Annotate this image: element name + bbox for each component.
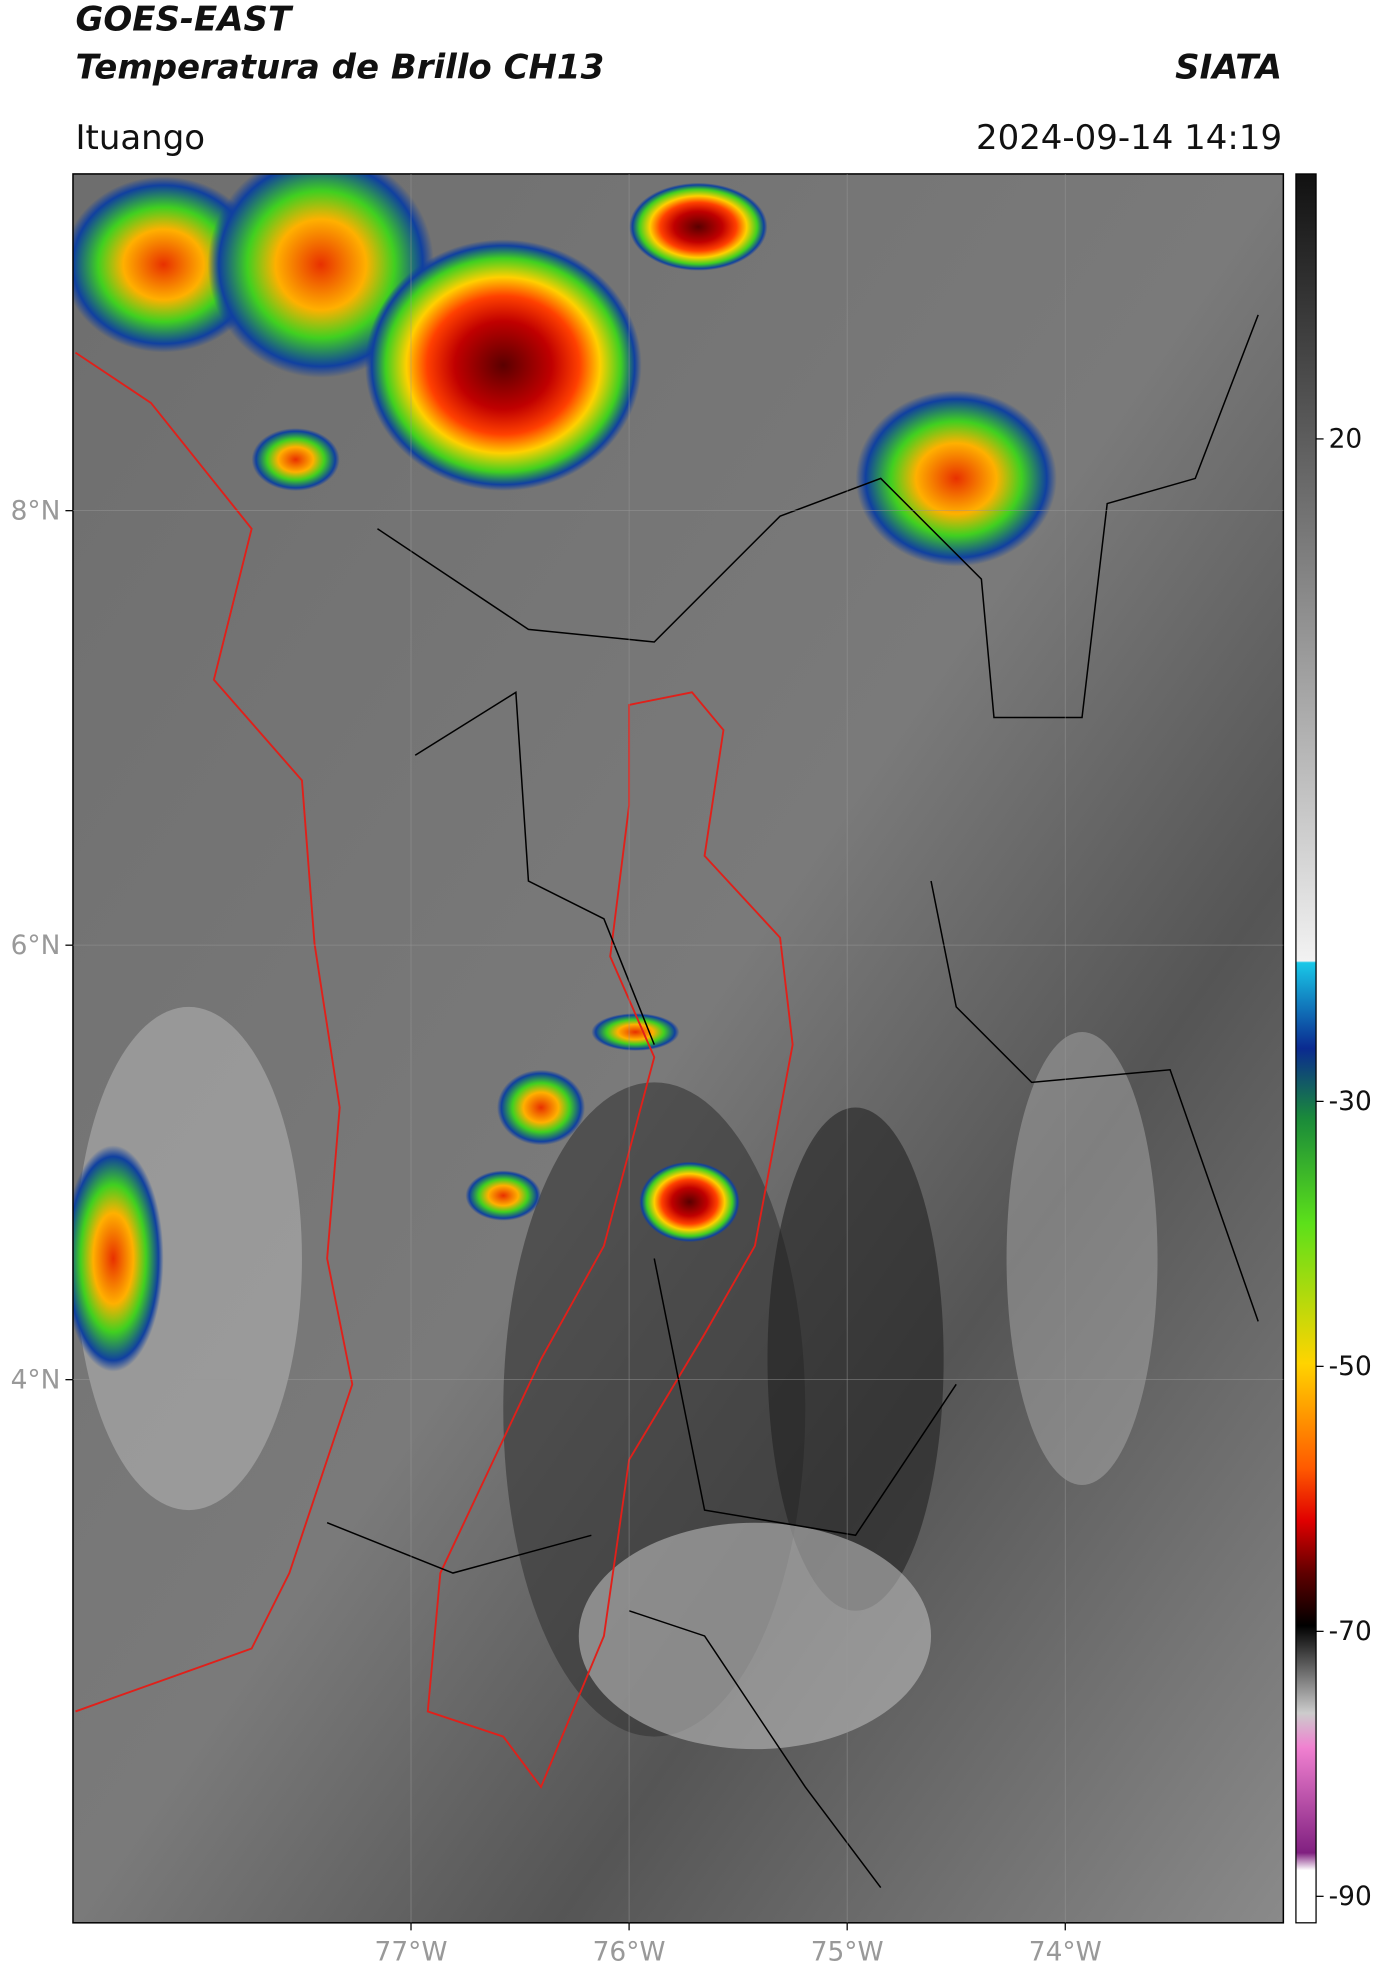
- x-tick-label: 74°W: [1029, 1937, 1102, 1968]
- title: Temperatura de Brillo CH13: [75, 47, 604, 87]
- location: Ituango: [75, 118, 205, 158]
- x-tick-label: 76°W: [593, 1937, 666, 1968]
- colorbar-label: -50: [1329, 1351, 1372, 1382]
- colorbar: [1295, 173, 1317, 1924]
- datetime: 2024-09-14 14:19: [976, 118, 1282, 158]
- colorbar-label: -30: [1329, 1086, 1372, 1117]
- colorbar-label: 20: [1329, 424, 1363, 455]
- x-tick-label: 75°W: [811, 1937, 884, 1968]
- y-tick-label: 4°N: [11, 1364, 61, 1395]
- y-tick-label: 6°N: [11, 930, 61, 961]
- y-tick-label: 8°N: [11, 495, 61, 526]
- colorbar-label: -70: [1329, 1616, 1372, 1647]
- map-frame: [72, 173, 1285, 1924]
- x-tick-label: 77°W: [375, 1937, 448, 1968]
- colorbar-label: -90: [1329, 1881, 1372, 1912]
- agency: SIATA: [1175, 47, 1282, 87]
- map-image: [72, 173, 1284, 1923]
- title: GOES-EAST: [75, 0, 293, 40]
